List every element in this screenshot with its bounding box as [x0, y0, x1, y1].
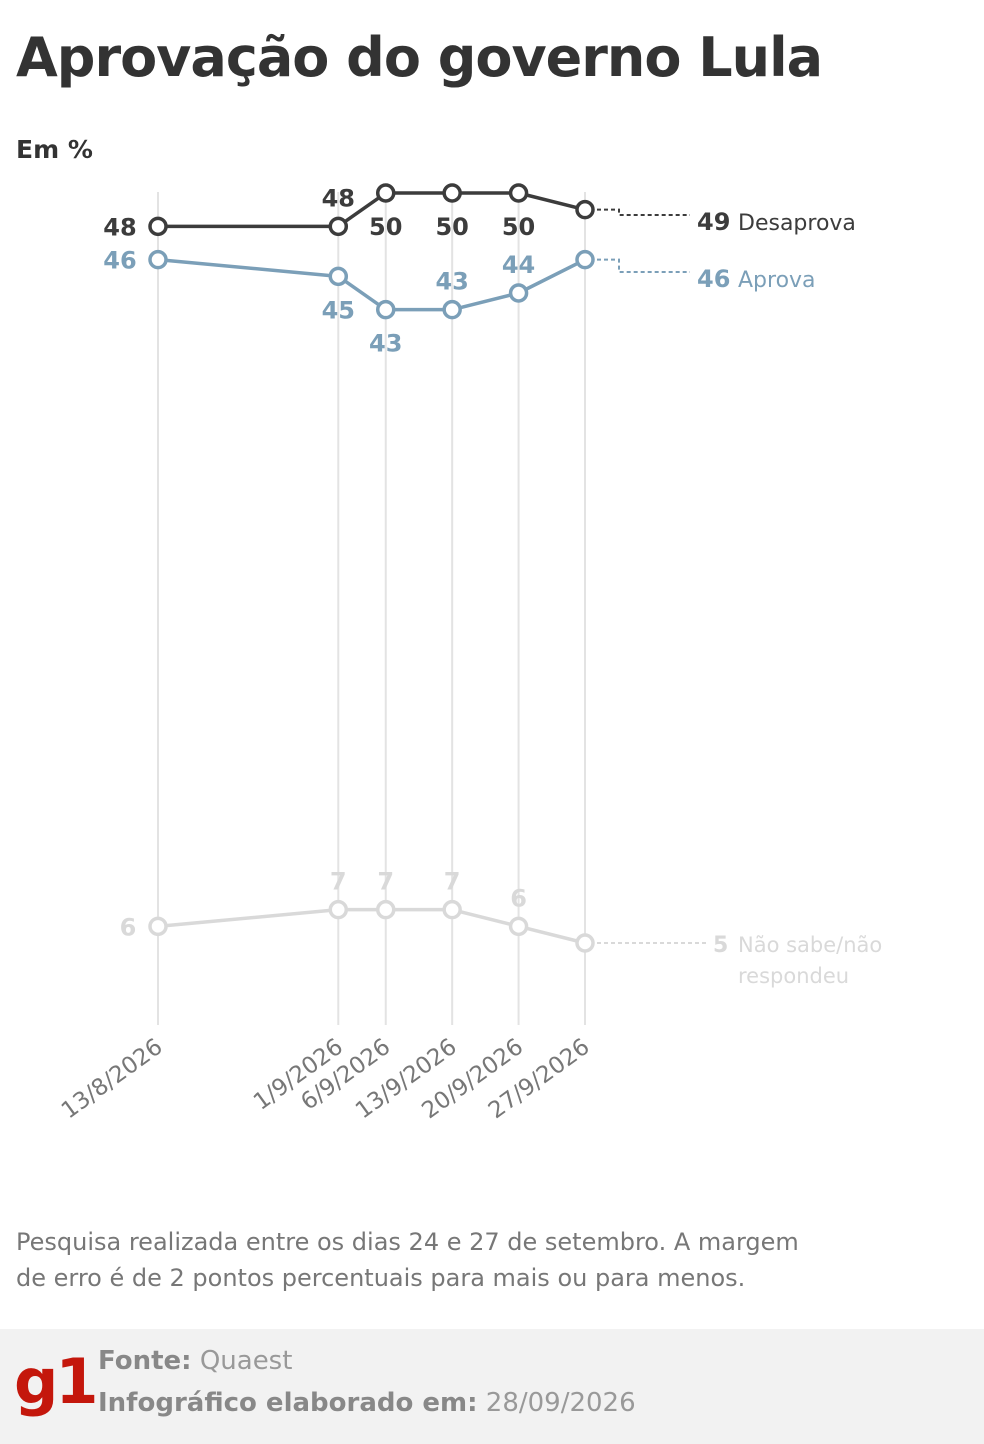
data-point	[375, 899, 396, 920]
source-line: Fonte: Quaest	[98, 1346, 292, 1376]
data-label: 7	[330, 868, 347, 896]
data-point	[575, 199, 595, 220]
leader-line	[597, 258, 690, 273]
data-point	[575, 933, 595, 953]
series-line	[157, 907, 586, 945]
data-point	[575, 249, 595, 270]
leader-line	[597, 208, 690, 216]
end-value-label: 5	[713, 933, 728, 958]
made-label: Infográfico elaborado em:	[98, 1388, 478, 1418]
made-line: Infográfico elaborado em: 28/09/2026	[98, 1388, 636, 1418]
data-point	[508, 283, 529, 303]
data-point	[375, 299, 396, 320]
data-point	[442, 899, 462, 920]
data-point	[148, 249, 168, 270]
data-point	[148, 216, 168, 237]
end-value-label: 46	[697, 265, 730, 293]
data-point	[328, 266, 349, 287]
line-chart: 48 48 50 50 50 49 Desaprova 46 45 43 43 44 46 Aprova 6…	[57, 183, 882, 1124]
data-label: 6	[120, 913, 137, 941]
source-value: Quaest	[199, 1346, 293, 1376]
survey-note: Pesquisa realizada entre os dias 24 e 27…	[16, 1228, 799, 1292]
series-line	[157, 257, 586, 312]
data-label: 7	[377, 868, 394, 896]
data-point	[508, 183, 529, 203]
data-label: 6	[510, 884, 527, 912]
series-name-label: Aprova	[738, 268, 816, 293]
data-label: 50	[435, 213, 468, 241]
data-point	[148, 916, 168, 937]
chart-subtitle: Em %	[16, 135, 93, 164]
data-point	[442, 299, 462, 320]
footer-bar	[0, 1329, 984, 1444]
data-label: 50	[369, 213, 402, 241]
x-tick-label: 13/8/2026	[57, 1034, 168, 1124]
data-label: 48	[103, 213, 136, 241]
data-point	[442, 183, 462, 203]
data-label: 50	[502, 213, 535, 241]
data-label: 48	[322, 184, 355, 212]
series-name-label: Não sabe/não	[738, 933, 882, 957]
chart-title: Aprovação do governo Lula	[16, 26, 823, 89]
data-label: 45	[322, 296, 355, 324]
end-value-label: 49	[697, 208, 730, 236]
data-label: 43	[435, 268, 468, 296]
series-name-label: Desaprova	[738, 211, 856, 236]
g1-logo: g1	[14, 1345, 99, 1418]
source-label: Fonte:	[98, 1346, 192, 1376]
data-point	[328, 899, 349, 920]
data-label: 7	[444, 868, 461, 896]
series-name-label: respondeu	[738, 964, 849, 988]
data-label: 43	[369, 330, 402, 358]
made-value: 28/09/2026	[485, 1388, 636, 1418]
data-label: 46	[103, 247, 136, 275]
data-point	[328, 216, 349, 237]
data-label: 44	[502, 251, 535, 279]
series-line	[158, 191, 586, 229]
data-point	[375, 183, 396, 203]
data-point	[508, 916, 529, 937]
